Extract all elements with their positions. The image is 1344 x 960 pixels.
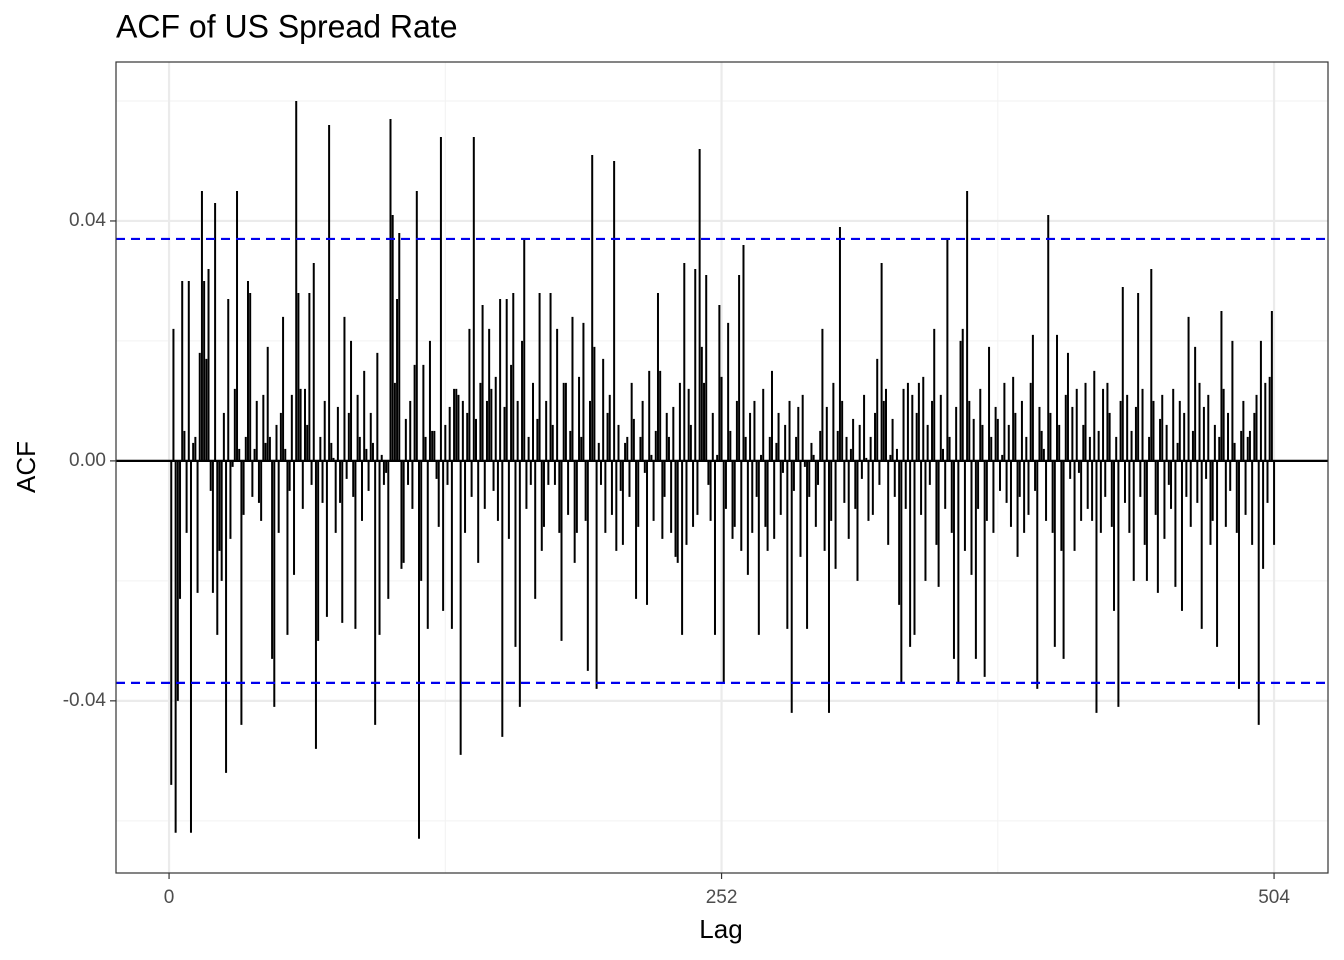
y-tick-label: 0.04	[69, 210, 106, 231]
y-tick-label: -0.04	[63, 690, 107, 711]
marks	[116, 100, 1328, 839]
y-tick-label: 0.00	[69, 450, 106, 471]
x-axis-title: Lag	[699, 914, 742, 944]
x-tick-label: 0	[164, 887, 175, 908]
axes: 0 252 504 -0.04 0.00 0.04	[63, 210, 1291, 908]
x-tick-label: 504	[1258, 887, 1290, 908]
chart-title: ACF of US Spread Rate	[116, 8, 457, 44]
y-axis-title: ACF	[11, 441, 41, 493]
x-tick-label: 252	[706, 887, 738, 908]
